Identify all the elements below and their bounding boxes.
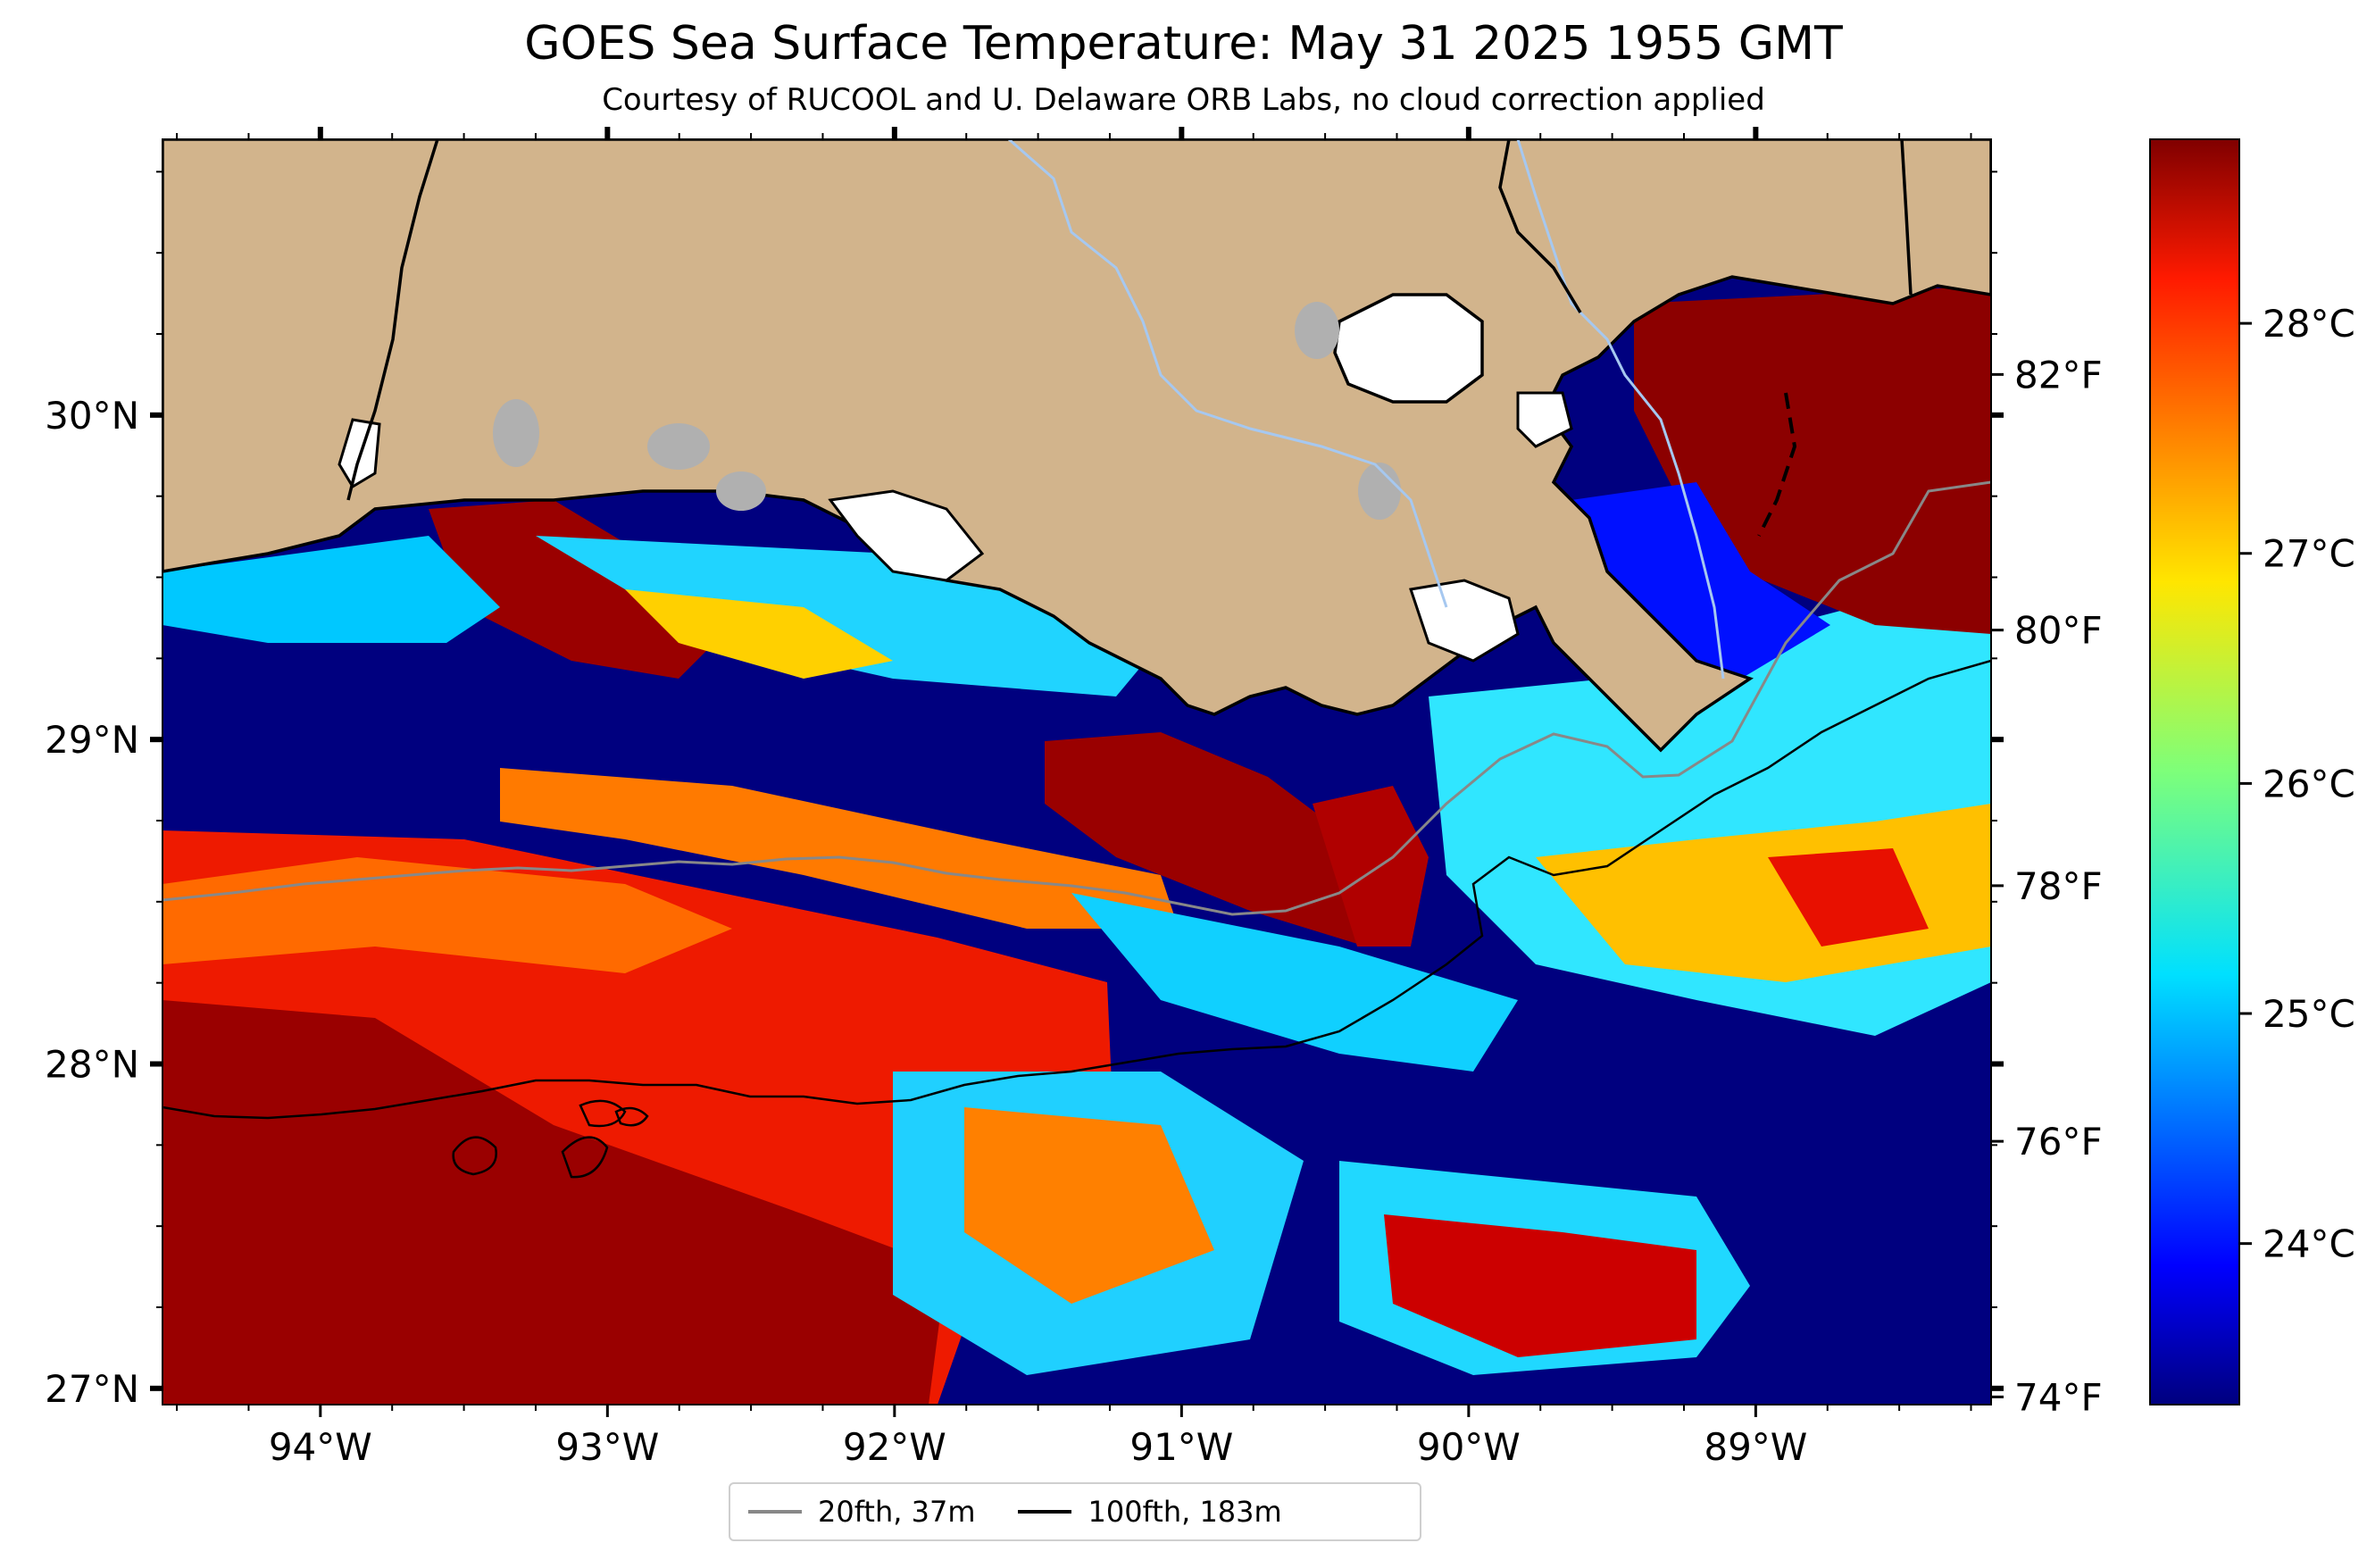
state-border-west — [346, 139, 439, 501]
fahrenheit-tick-label: 82°F — [2014, 353, 2103, 396]
sst-orange-south-central — [964, 1107, 1214, 1304]
chandeleur-islands — [1757, 392, 1797, 537]
legend-swatch-gray — [748, 1510, 802, 1514]
lat-tick-label: 29°N — [45, 718, 139, 762]
lake-pontchartrain-outline — [1333, 293, 1484, 404]
lat-tick-label: 27°N — [45, 1367, 139, 1411]
white-lake — [716, 471, 766, 511]
land-layer — [163, 139, 1991, 753]
sst-orange-band — [163, 857, 732, 973]
sst-warm-nearshore-west — [163, 536, 500, 643]
celsius-tick-label: 25°C — [2263, 992, 2355, 1036]
lon-tick-label: 94°W — [269, 1425, 372, 1469]
sst-yellow-band-east — [1536, 804, 1991, 982]
river-atchafalaya — [1008, 139, 1448, 608]
chart-title: GOES Sea Surface Temperature: May 31 202… — [524, 17, 1843, 71]
legend-label-100fth: 100fth, 183m — [1088, 1495, 1282, 1529]
sst-hot-southeast — [1384, 1214, 1696, 1357]
legend-item-20fth: 20fth, 37m — [748, 1495, 975, 1529]
lat-tick-label: 30°N — [45, 394, 139, 438]
lake-verret — [1358, 463, 1401, 520]
lon-tick-label: 90°W — [1417, 1425, 1521, 1469]
fahrenheit-tick-label: 80°F — [2014, 609, 2103, 653]
lon-tick-label: 92°W — [843, 1425, 946, 1469]
contour-bank-4 — [614, 1106, 649, 1127]
sst-yellow-nearshore — [625, 589, 893, 679]
contour-bank-2 — [561, 1136, 609, 1179]
longitude-ticks: 94°W 93°W 92°W 91°W 90°W 89°W — [176, 127, 1972, 1469]
lake-calcasieu-gray — [493, 399, 539, 467]
bathymetry-contours — [163, 480, 1991, 1179]
sst-red-patches-east — [1768, 848, 1929, 947]
grand-lake — [647, 423, 710, 470]
latitude-ticks: 30°N 29°N 28°N 27°N — [45, 171, 2004, 1411]
fahrenheit-tick-label: 78°F — [2014, 864, 2103, 908]
lake-maurepas — [1295, 302, 1339, 359]
lon-tick-label: 93°W — [555, 1425, 659, 1469]
river-mississippi — [1516, 139, 1725, 680]
atchafalaya-bay — [1409, 579, 1520, 663]
colorbar-ticks: 24°C 25°C 26°C 27°C 28°C 74°F 76°F 78°F 80°F 82°F — [1991, 302, 2355, 1419]
legend-swatch-black — [1018, 1510, 1072, 1514]
contour-100fth — [163, 659, 1991, 1120]
celsius-tick-label: 27°C — [2263, 532, 2355, 576]
lat-tick-label: 28°N — [45, 1043, 139, 1087]
sst-orange-plume — [500, 768, 1179, 929]
contour-legend: 20fth, 37m 100fth, 183m — [729, 1482, 1421, 1541]
celsius-tick-label: 28°C — [2263, 302, 2355, 346]
sst-hot-plume-center — [1045, 732, 1393, 947]
legend-item-100fth: 100fth, 183m — [1018, 1495, 1282, 1529]
sst-hot-plume-east — [1313, 786, 1429, 947]
sst-hot-nearshore-west — [429, 500, 732, 679]
lake-borgne — [1516, 391, 1573, 448]
lon-tick-label: 91°W — [1129, 1425, 1233, 1469]
celsius-tick-label: 26°C — [2263, 762, 2355, 805]
contour-bank-3 — [579, 1099, 627, 1128]
sst-cool-band-central — [1071, 893, 1518, 1072]
sst-mixed-nearshore — [536, 536, 1161, 696]
sst-hot-southwest — [163, 1000, 946, 1405]
vermilion-bay — [828, 489, 985, 582]
celsius-tick-label: 24°C — [2263, 1222, 2355, 1266]
lon-tick-label: 89°W — [1704, 1425, 1807, 1469]
colorbar-gradient — [2149, 138, 2240, 1405]
fahrenheit-tick-label: 74°F — [2014, 1375, 2103, 1419]
contour-bank-1 — [452, 1136, 497, 1176]
map-frame — [162, 138, 1992, 1405]
fahrenheit-tick-label: 76°F — [2014, 1120, 2103, 1163]
chart-subtitle: Courtesy of RUCOOL and U. Delaware ORB L… — [602, 82, 1765, 118]
state-border-mississippi-alabama — [1900, 139, 1913, 296]
state-border-east — [1498, 139, 1582, 313]
legend-label-20fth: 20fth, 37m — [818, 1495, 976, 1529]
contour-20fth — [163, 480, 1991, 916]
